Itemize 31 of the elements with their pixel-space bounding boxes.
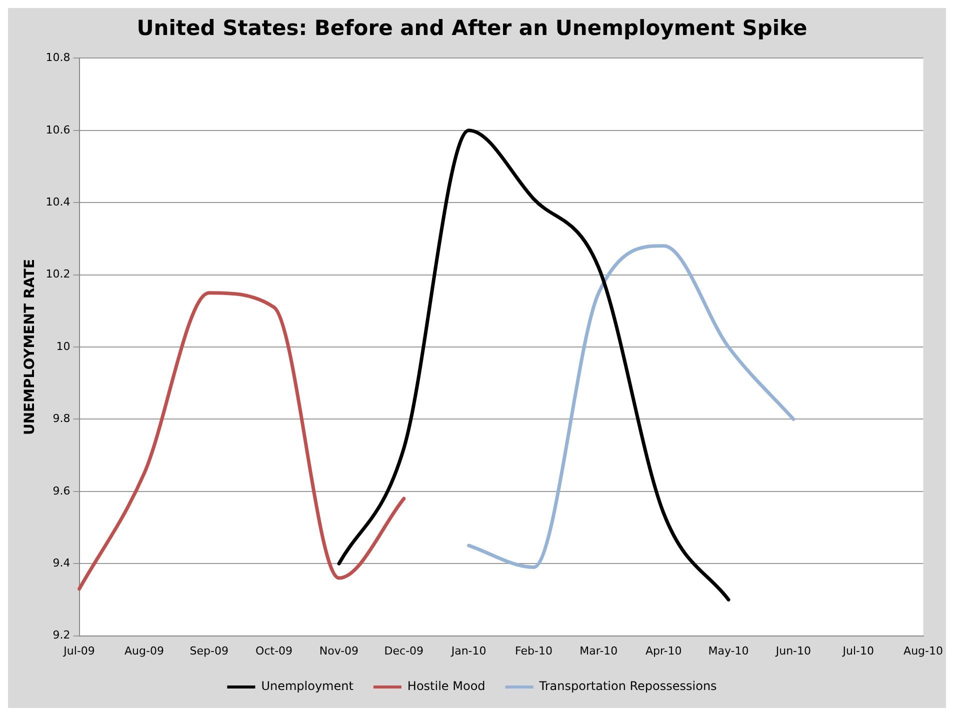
y-tick-label: 9.6 xyxy=(52,484,70,498)
line-series xyxy=(337,128,730,602)
line-series xyxy=(467,244,796,569)
x-tick-label: Apr-10 xyxy=(645,644,682,658)
y-tick-label: 9.8 xyxy=(52,412,70,426)
y-tick-label: 9.4 xyxy=(52,556,70,570)
x-tick-label: Jul-09 xyxy=(62,644,95,658)
x-tick-label: Aug-09 xyxy=(124,644,164,658)
y-axis-title: UNEMPLOYMENT RATE xyxy=(22,258,38,436)
x-tick-label: Mar-10 xyxy=(580,644,618,658)
x-tick-label: Oct-09 xyxy=(256,644,293,658)
legend-label: Transportation Repossessions xyxy=(538,679,717,694)
y-tick-label: 10.6 xyxy=(46,123,70,136)
legend-label: Unemployment xyxy=(261,679,354,694)
x-tick-label: Aug-10 xyxy=(904,644,944,658)
y-tick-label: 10.2 xyxy=(46,268,70,281)
chart-title: United States: Before and After an Unemployment Spike xyxy=(136,16,808,40)
x-tick-label: Dec-09 xyxy=(384,644,424,658)
x-tick-label: Feb-10 xyxy=(515,644,552,658)
y-tick-label: 10.8 xyxy=(46,51,70,64)
legend-label: Hostile Mood xyxy=(407,679,486,694)
y-tick-label: 10.4 xyxy=(46,195,70,208)
line-series xyxy=(78,291,406,591)
x-tick-label: Jul-10 xyxy=(842,644,874,658)
x-tick-label: Jun-10 xyxy=(774,644,812,658)
x-tick-label: May-10 xyxy=(708,644,749,658)
y-tick-label: 10 xyxy=(56,340,70,353)
y-tick-label: 9.2 xyxy=(52,628,70,642)
x-tick-label: Sep-09 xyxy=(190,644,228,658)
x-tick-label: Nov-09 xyxy=(319,644,359,658)
x-tick-label: Jan-10 xyxy=(450,644,486,658)
